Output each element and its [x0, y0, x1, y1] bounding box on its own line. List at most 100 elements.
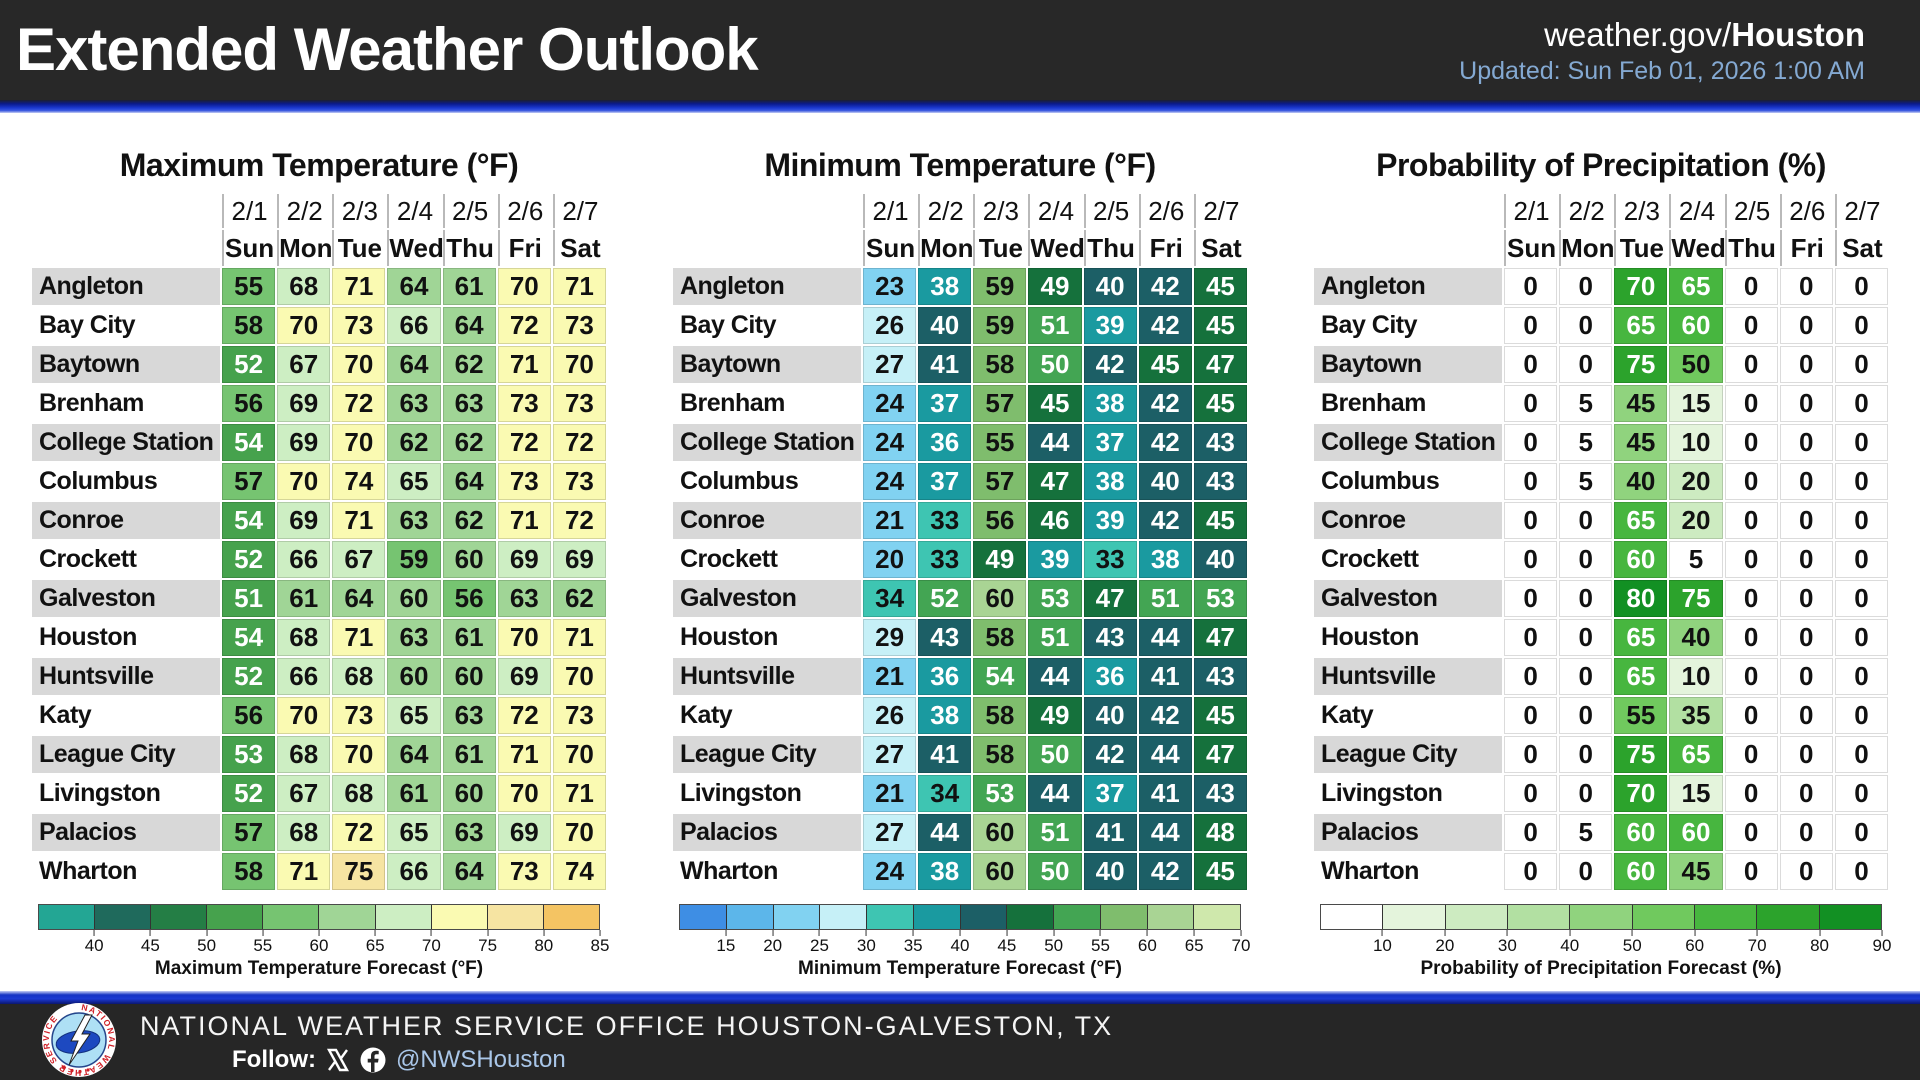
- value-cell: 0: [1504, 697, 1558, 734]
- table-row: Baytown 52 67 70 64 62 71 70: [32, 346, 606, 383]
- value-cell: 44: [1028, 658, 1082, 695]
- city-label: Angleton: [673, 268, 861, 305]
- date-header: 2/3: [973, 194, 1026, 228]
- city-label: Galveston: [673, 580, 861, 617]
- value-cell: 68: [277, 736, 331, 773]
- day-header: Tue: [1614, 230, 1667, 266]
- value-cell: 70: [332, 346, 386, 383]
- value-cell: 63: [442, 814, 496, 851]
- value-cell: 68: [277, 268, 331, 305]
- value-cell: 40: [1614, 463, 1668, 500]
- value-cell: 24: [863, 385, 917, 422]
- value-cell: 0: [1779, 814, 1833, 851]
- value-cell: 73: [332, 697, 386, 734]
- city-label: League City: [673, 736, 861, 773]
- value-cell: 62: [387, 424, 441, 461]
- city-label: Huntsville: [32, 658, 220, 695]
- value-cell: 62: [442, 346, 496, 383]
- table-row: Bay City 26 40 59 51 39 42 45: [673, 307, 1247, 344]
- value-cell: 68: [332, 775, 386, 812]
- value-cell: 34: [918, 775, 972, 812]
- facebook-icon: [360, 1047, 386, 1073]
- value-cell: 0: [1559, 658, 1613, 695]
- value-cell: 59: [973, 307, 1027, 344]
- day-header: Wed: [1669, 230, 1726, 266]
- value-cell: 70: [277, 697, 331, 734]
- value-cell: 52: [918, 580, 972, 617]
- value-cell: 66: [277, 541, 331, 578]
- value-cell: 73: [552, 385, 606, 422]
- legend-tick: 25: [810, 930, 829, 956]
- city-label: Conroe: [673, 502, 861, 539]
- page-title: Extended Weather Outlook: [16, 16, 759, 83]
- date-header: 2/7: [1193, 194, 1247, 228]
- value-cell: 64: [387, 268, 441, 305]
- value-cell: 65: [387, 697, 441, 734]
- value-cell: 63: [387, 385, 441, 422]
- value-cell: 0: [1724, 736, 1778, 773]
- legend-segment: [1383, 905, 1446, 929]
- day-header: Mon: [277, 230, 333, 266]
- value-cell: 41: [1138, 775, 1192, 812]
- value-cell: 75: [1669, 580, 1723, 617]
- table-row: Palacios 27 44 60 51 41 44 48: [673, 814, 1247, 851]
- value-cell: 56: [222, 697, 276, 734]
- value-cell: 42: [1083, 736, 1137, 773]
- min-temp-panel: Minimum Temperature (°F) 2/1 2/2 2/3 2/4 2/5 2…: [671, 113, 1250, 991]
- table-row: Columbus 0 5 40 20 0 0 0: [1314, 463, 1888, 500]
- value-cell: 42: [1138, 424, 1192, 461]
- value-cell: 53: [973, 775, 1027, 812]
- pop-legend: 10 20 30 40 50 60 70 80 90 Probability of Precipi…: [1320, 904, 1891, 980]
- value-cell: 57: [222, 463, 276, 500]
- value-cell: 0: [1724, 268, 1778, 305]
- city-label: Livingston: [1321, 779, 1443, 807]
- legend-tick: 50: [1623, 930, 1642, 956]
- table-row: College Station 24 36 55 44 37 42 43: [673, 424, 1247, 461]
- value-cell: 63: [442, 385, 496, 422]
- social-handle: @NWSHouston: [395, 1045, 566, 1073]
- value-cell: 70: [552, 736, 606, 773]
- table-row: Wharton 58 71 75 66 64 73 74: [32, 853, 606, 890]
- value-cell: 0: [1559, 307, 1613, 344]
- day-header: Thu: [1724, 230, 1778, 266]
- value-cell: 0: [1834, 502, 1888, 539]
- city-label: Wharton: [39, 857, 137, 885]
- legend-segment: [319, 905, 376, 929]
- city-label: Columbus: [680, 467, 799, 495]
- table-row: Angleton 55 68 71 64 61 70 71: [32, 268, 606, 305]
- legend-segment: [1694, 905, 1758, 929]
- legend-tick: 20: [763, 930, 782, 956]
- day-header: Sat: [552, 230, 606, 266]
- day-header: Fri: [1138, 230, 1192, 266]
- value-cell: 44: [1028, 424, 1082, 461]
- value-cell: 51: [1028, 307, 1082, 344]
- value-cell: 24: [863, 463, 917, 500]
- legend-tick: 65: [366, 930, 385, 956]
- value-cell: 55: [222, 268, 276, 305]
- table-row: Brenham 56 69 72 63 63 73 73: [32, 385, 606, 422]
- value-cell: 66: [277, 658, 331, 695]
- value-cell: 52: [222, 541, 276, 578]
- value-cell: 37: [918, 385, 972, 422]
- value-cell: 61: [442, 619, 496, 656]
- value-cell: 37: [1083, 424, 1137, 461]
- value-cell: 0: [1559, 775, 1613, 812]
- value-cell: 62: [552, 580, 606, 617]
- value-cell: 0: [1504, 424, 1558, 461]
- legend-segment: [1007, 905, 1054, 929]
- value-cell: 0: [1834, 385, 1888, 422]
- date-header: 2/1: [863, 194, 916, 228]
- legend-ticks: 40 45 50 55 60 65 70 75 80 85: [38, 930, 609, 958]
- value-cell: 71: [552, 619, 606, 656]
- value-cell: 70: [497, 775, 551, 812]
- day-header: Sat: [1193, 230, 1247, 266]
- value-cell: 46: [1028, 502, 1082, 539]
- value-cell: 0: [1724, 814, 1778, 851]
- value-cell: 0: [1724, 502, 1778, 539]
- legend-caption: Maximum Temperature Forecast (°F): [154, 958, 484, 979]
- value-cell: 5: [1559, 463, 1613, 500]
- date-header: 2/4: [387, 194, 440, 228]
- legend-caption: Minimum Temperature Forecast (°F): [798, 958, 1122, 979]
- value-cell: 70: [277, 463, 331, 500]
- value-cell: 64: [387, 736, 441, 773]
